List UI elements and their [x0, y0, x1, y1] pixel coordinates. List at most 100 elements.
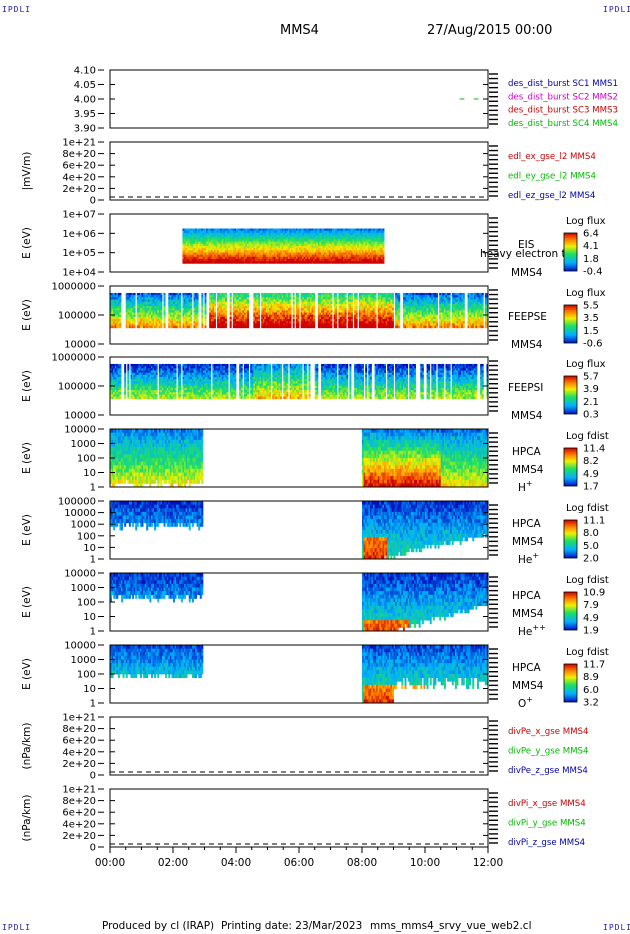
spectrogram-cell: [141, 325, 144, 329]
spectrogram-cell: [308, 312, 311, 316]
spectrogram-cell: [377, 232, 380, 236]
spectrogram-cell: [354, 323, 357, 326]
legend-entry: des_dist_burst SC4 MMS4: [508, 119, 618, 129]
spectrogram-cell: [117, 321, 120, 324]
spectrogram-cell: [190, 232, 193, 236]
spectrogram-cell: [267, 297, 270, 300]
spectrogram-cell: [116, 319, 119, 322]
spectrogram-cell: [322, 241, 325, 245]
spectrogram-cell: [363, 306, 366, 309]
spectrogram-cell: [325, 248, 328, 251]
spectrogram-cell: [119, 292, 122, 296]
spectrogram-cell: [299, 235, 301, 238]
spectrogram-cell: [245, 228, 248, 232]
spectrogram-cell: [185, 245, 188, 249]
spectrogram-cell: [311, 250, 314, 253]
spectrogram-cell: [360, 299, 363, 303]
spectrogram-cell: [193, 303, 196, 307]
spectrogram-cell: [269, 308, 272, 311]
spectrogram-cell: [250, 230, 253, 234]
spectrogram-cell: [305, 256, 308, 260]
spectrogram-cell: [324, 306, 327, 309]
spectrogram-cell: [157, 306, 160, 309]
spectrogram-cell: [182, 297, 185, 300]
spectrogram-cell: [306, 301, 309, 305]
spectrogram-cell: [379, 241, 382, 245]
spectrogram-cell: [110, 306, 112, 309]
spectrogram-cell: [221, 239, 224, 242]
spectrogram-cell: [275, 241, 278, 245]
spectrogram-cell: [169, 314, 172, 318]
spectrogram-cell: [273, 250, 276, 253]
spectrogram-cell: [319, 295, 322, 298]
spectrogram-cell: [362, 321, 364, 324]
y-tick-label: 1e+07: [62, 210, 96, 221]
spectrogram-cell: [297, 228, 300, 232]
spectrogram-cell: [155, 299, 158, 303]
spectrogram-cell: [273, 258, 276, 262]
spectrogram-cell: [280, 237, 283, 240]
spectrogram-cell: [128, 325, 131, 329]
spectrogram-cell: [247, 319, 249, 322]
spectrogram-cell: [262, 239, 265, 242]
spectrogram-cell: [116, 310, 119, 313]
spectrogram-cell: [269, 230, 272, 234]
spectrogram-cell: [313, 306, 316, 309]
spectrogram-cell: [158, 301, 161, 305]
spectrogram-cell: [116, 323, 119, 326]
spectrogram-cell: [398, 319, 401, 322]
spectrogram-cell: [325, 297, 328, 300]
spectrogram-cell: [328, 245, 331, 249]
spectrogram-cell: [150, 319, 153, 322]
spectrogram-cell: [327, 308, 330, 311]
spectrogram-cell: [310, 248, 312, 251]
spectrogram-cell: [237, 230, 240, 234]
spectrogram-cell: [236, 299, 238, 303]
spectrogram-cell: [171, 303, 174, 307]
spectrogram-cell: [184, 325, 186, 329]
spectrogram-cell: [136, 299, 139, 303]
spectrogram-cell: [308, 239, 311, 242]
spectrogram-cell: [295, 325, 298, 329]
spectrogram-cell: [308, 243, 311, 247]
spectrogram-cell: [324, 303, 327, 307]
spectrogram-cell: [291, 243, 294, 247]
spectrogram-cell: [360, 323, 363, 326]
spectrogram-cell: [321, 319, 324, 322]
spectrogram-cell: [217, 239, 220, 242]
spectrogram-cell: [379, 228, 382, 232]
spectrogram-cell: [240, 243, 243, 247]
spectrogram-cell: [278, 312, 281, 316]
spectrogram-cell: [242, 232, 245, 236]
spectrogram-cell: [395, 297, 398, 300]
spectrogram-cell: [188, 301, 191, 305]
spectrogram-cell: [256, 228, 259, 232]
spectrogram-cell: [272, 297, 275, 300]
spectrogram-cell: [294, 248, 297, 251]
spectrogram-cell: [327, 243, 330, 247]
spectrogram-cell: [114, 323, 117, 326]
spectrogram-cell: [300, 252, 303, 255]
spectrogram-cell: [185, 228, 188, 232]
spectrogram-cell: [231, 232, 234, 236]
spectrogram-cell: [368, 235, 371, 238]
spectrogram-cell: [300, 258, 303, 262]
spectrogram-cell: [272, 230, 275, 234]
spectrogram-cell: [264, 261, 267, 264]
spectrogram-cell: [258, 237, 261, 240]
spectrogram-cell: [284, 314, 287, 318]
spectrogram-cell: [206, 261, 209, 264]
spectrogram-cell: [265, 258, 268, 262]
spectrogram-cell: [111, 292, 114, 296]
spectrogram-cell: [269, 239, 272, 242]
spectrogram-cell: [147, 308, 150, 311]
spectrogram-cell: [138, 310, 141, 313]
spectrogram-cell: [292, 245, 295, 249]
spectrogram-cell: [223, 250, 226, 253]
spectrogram-cell: [224, 303, 227, 307]
spectrogram-cell: [300, 325, 303, 329]
spectrogram-cell: [111, 316, 114, 320]
spectrogram-cell: [391, 310, 394, 313]
spectrogram-cell: [355, 308, 358, 311]
spectrogram-cell: [385, 306, 388, 309]
